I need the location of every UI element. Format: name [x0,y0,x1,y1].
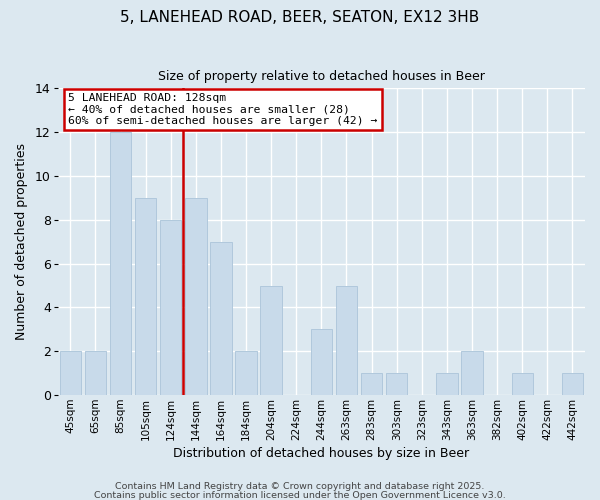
Text: Contains public sector information licensed under the Open Government Licence v3: Contains public sector information licen… [94,490,506,500]
X-axis label: Distribution of detached houses by size in Beer: Distribution of detached houses by size … [173,447,469,460]
Bar [562,373,583,395]
Bar [160,220,181,395]
Bar [210,242,232,395]
Bar [235,352,257,395]
Bar [59,352,81,395]
Bar [85,352,106,395]
Bar [361,373,382,395]
Text: Contains HM Land Registry data © Crown copyright and database right 2025.: Contains HM Land Registry data © Crown c… [115,482,485,491]
Bar [461,352,482,395]
Bar [436,373,458,395]
Bar [336,286,357,395]
Y-axis label: Number of detached properties: Number of detached properties [15,143,28,340]
Bar [260,286,282,395]
Bar [185,198,206,395]
Bar [512,373,533,395]
Bar [311,330,332,395]
Text: 5 LANEHEAD ROAD: 128sqm
← 40% of detached houses are smaller (28)
60% of semi-de: 5 LANEHEAD ROAD: 128sqm ← 40% of detache… [68,93,377,126]
Bar [110,132,131,395]
Bar [135,198,157,395]
Bar [386,373,407,395]
Title: Size of property relative to detached houses in Beer: Size of property relative to detached ho… [158,70,485,83]
Text: 5, LANEHEAD ROAD, BEER, SEATON, EX12 3HB: 5, LANEHEAD ROAD, BEER, SEATON, EX12 3HB [121,10,479,25]
